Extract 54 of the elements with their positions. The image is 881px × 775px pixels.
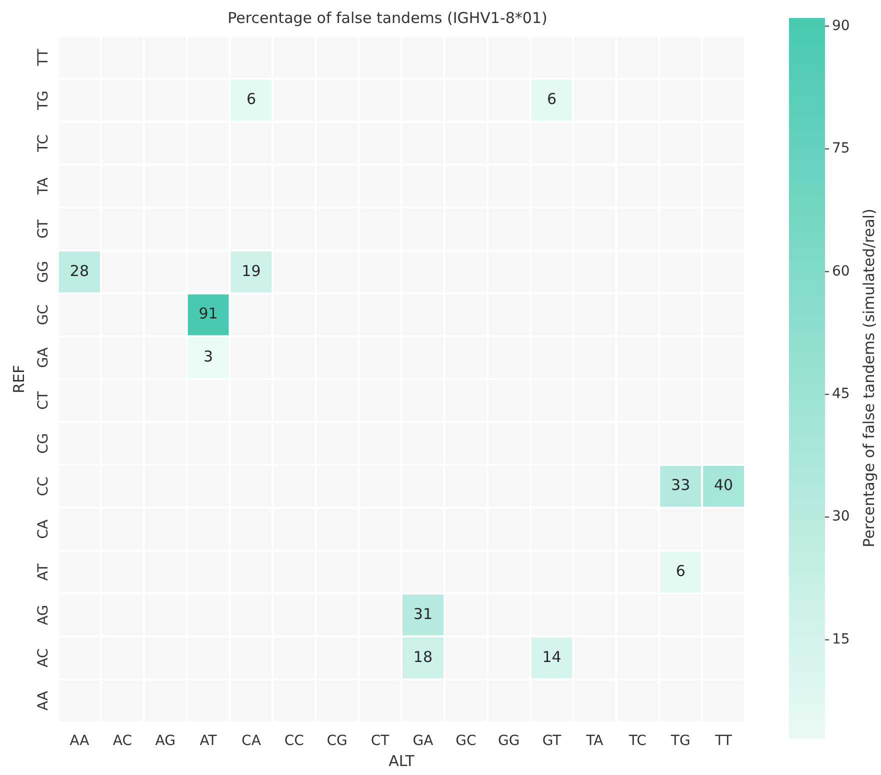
- y-tick-label: AG: [36, 604, 52, 626]
- data-label: 6: [547, 90, 557, 108]
- y-tick-label: TC: [36, 134, 52, 153]
- y-tick-label: CG: [36, 433, 52, 454]
- y-tick-label: TT: [36, 48, 52, 67]
- x-tick-label: CT: [370, 733, 390, 750]
- color-bar-label: 45: [832, 386, 850, 402]
- y-axis-title: REF: [10, 364, 28, 394]
- x-tick-label: AG: [155, 733, 176, 750]
- x-tick-label: TA: [585, 733, 604, 750]
- color-bar-label: 90: [832, 18, 850, 34]
- x-tick-label: TT: [714, 733, 732, 750]
- data-label: 18: [413, 648, 433, 666]
- data-label: 6: [676, 562, 686, 580]
- x-tick-label: TG: [670, 733, 690, 750]
- x-tick-label: AC: [112, 733, 132, 750]
- y-tick-label: AT: [36, 563, 52, 581]
- y-tick-label: CC: [36, 476, 52, 496]
- y-tick-label: GA: [36, 347, 52, 368]
- color-bar-label: 75: [832, 140, 850, 157]
- chart-title: Percentage of false tandems (IGHV1-8*01): [228, 8, 548, 27]
- x-tick-label: AA: [70, 733, 90, 750]
- y-tick-label: GC: [36, 304, 52, 326]
- data-label: 31: [413, 604, 433, 623]
- x-tick-label: CA: [242, 733, 262, 750]
- x-tick-label: GA: [412, 733, 434, 750]
- data-label: 6: [246, 90, 256, 108]
- color-bar-label: 30: [832, 508, 850, 525]
- data-label: 33: [671, 476, 690, 494]
- y-tick-label: TG: [36, 90, 52, 112]
- x-tick-label: CC: [284, 733, 304, 750]
- data-label: 28: [70, 262, 90, 280]
- data-label: 40: [714, 476, 734, 494]
- data-label: 19: [242, 262, 261, 280]
- color-bar-label: 15: [832, 631, 850, 648]
- x-tick-label: TC: [628, 733, 647, 750]
- color-bar-title: Percentage of false tandems (simulated/real): [860, 208, 878, 548]
- data-label: 3: [204, 348, 214, 366]
- y-tick-label: CT: [36, 390, 52, 410]
- x-tick-label: GG: [498, 733, 520, 750]
- y-tick-label: AC: [36, 648, 52, 668]
- data-label: 14: [542, 648, 562, 666]
- y-tick-label: GG: [36, 261, 52, 283]
- x-tick-label: GC: [456, 733, 476, 750]
- y-tick-label: AA: [36, 690, 52, 711]
- y-tick-label: CA: [36, 519, 52, 539]
- x-axis-title: ALT: [388, 752, 416, 770]
- y-tick-label: GT: [36, 219, 52, 238]
- x-tick-label: AT: [200, 733, 218, 750]
- y-tick-label: TA: [36, 177, 52, 196]
- data-label: 91: [198, 304, 218, 323]
- color-bar-label: 60: [832, 263, 850, 280]
- x-tick-label: CG: [326, 733, 348, 750]
- x-tick-label: GT: [542, 733, 562, 750]
